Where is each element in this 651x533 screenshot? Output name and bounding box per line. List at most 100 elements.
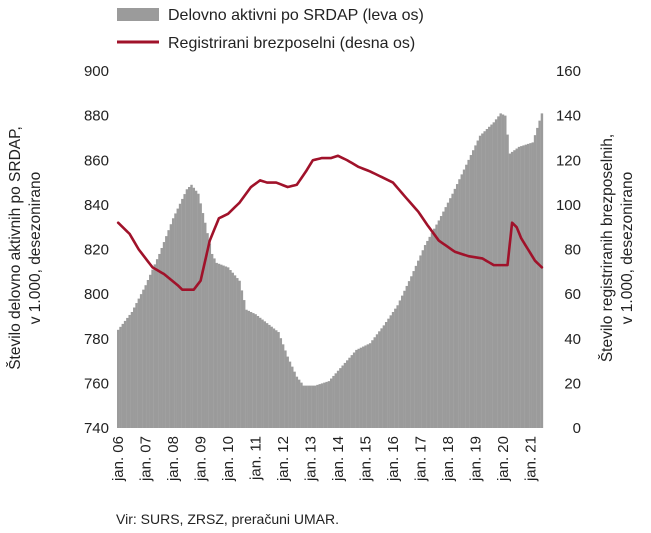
bar xyxy=(439,216,443,428)
bar xyxy=(442,211,445,428)
bar xyxy=(133,307,136,428)
bar xyxy=(206,233,209,428)
bar xyxy=(526,143,530,428)
bar xyxy=(426,240,429,428)
bar xyxy=(126,317,129,428)
bar xyxy=(350,355,354,428)
bar xyxy=(428,236,431,428)
x-tick-label: jan. 07 xyxy=(138,436,155,482)
x-tick-label: jan. 15 xyxy=(358,436,375,482)
bar xyxy=(297,379,301,428)
bar xyxy=(460,174,463,428)
bar xyxy=(119,326,122,428)
source-note: Vir: SURS, ZRSZ, preračuni UMAR. xyxy=(116,511,339,527)
bar xyxy=(332,375,335,428)
bar xyxy=(407,281,411,428)
bar xyxy=(417,260,420,428)
bar xyxy=(199,203,202,428)
bar xyxy=(515,148,518,429)
bar xyxy=(155,259,159,428)
bar xyxy=(513,150,516,428)
x-tick-label: jan. 09 xyxy=(193,436,210,482)
bar xyxy=(162,242,166,428)
bar xyxy=(149,274,152,428)
bar xyxy=(261,319,264,428)
bar xyxy=(135,303,138,428)
bar xyxy=(380,328,383,428)
bar xyxy=(215,262,218,428)
bar xyxy=(446,202,450,428)
bar xyxy=(517,146,521,429)
bar xyxy=(252,313,255,428)
x-tick-label: jan. 16 xyxy=(385,436,402,482)
bar xyxy=(284,350,287,428)
bar xyxy=(336,370,340,428)
bar xyxy=(318,384,321,428)
legend-line-label: Registrirani brezposelni (desna os) xyxy=(168,35,415,52)
bar xyxy=(478,135,482,428)
bar xyxy=(506,134,509,428)
bar xyxy=(231,272,234,428)
x-tick-label: jan. 10 xyxy=(220,436,237,482)
bar xyxy=(334,373,338,428)
bar xyxy=(352,352,356,428)
bar xyxy=(387,318,390,428)
bar xyxy=(247,310,250,428)
bar xyxy=(213,258,216,428)
bar xyxy=(176,208,179,428)
bar xyxy=(410,276,413,428)
bar xyxy=(414,265,418,428)
legend-bars-label: Delovno aktivni po SRDAP (leva os) xyxy=(168,7,424,24)
bar xyxy=(430,232,434,428)
bar xyxy=(277,332,280,428)
bar xyxy=(330,378,333,428)
x-tick-label: jan. 08 xyxy=(165,436,182,482)
bar xyxy=(188,187,191,428)
left-tick-label: 800 xyxy=(84,286,109,303)
bar xyxy=(433,228,436,428)
bar xyxy=(165,236,168,428)
left-tick-label: 840 xyxy=(84,197,109,214)
bar xyxy=(472,150,475,428)
bar xyxy=(499,113,502,428)
bar xyxy=(355,349,358,428)
bar xyxy=(307,385,310,428)
bar xyxy=(144,285,147,428)
left-axis-ticks: 900 880 860 840 820 800 780 760 740 xyxy=(84,63,109,437)
bar xyxy=(343,362,347,428)
bar xyxy=(394,308,397,428)
bar xyxy=(130,311,134,428)
bar xyxy=(311,385,315,428)
bar xyxy=(183,194,186,428)
right-tick-label: 40 xyxy=(564,331,581,348)
x-tick-label: jan. 20 xyxy=(495,436,512,482)
bar xyxy=(217,263,221,428)
left-axis-title-line1: Število delovno aktivnih po SRDAP, xyxy=(7,126,24,370)
bar xyxy=(249,311,253,428)
bar xyxy=(458,179,461,428)
bar xyxy=(398,300,402,428)
bar xyxy=(341,365,344,428)
bar xyxy=(160,248,163,428)
bar xyxy=(476,140,480,429)
bar xyxy=(453,188,457,428)
bar-series-delovno-aktivni xyxy=(117,113,544,429)
bar xyxy=(401,295,404,428)
left-axis-title-line2: v 1.000, desezonirano xyxy=(27,172,44,325)
bar xyxy=(421,250,425,428)
bar xyxy=(524,144,528,428)
bar xyxy=(497,116,500,429)
bar xyxy=(171,218,175,428)
right-axis-title-line1: Število registriranih brezposelnih, xyxy=(599,134,616,362)
right-axis-ticks: 160 140 120 100 80 60 40 20 0 xyxy=(556,63,581,437)
bar xyxy=(419,255,422,428)
bar xyxy=(268,324,271,428)
bar xyxy=(339,368,342,428)
right-axis-title: Število registriranih brezposelnih, v 1.… xyxy=(599,134,636,362)
bar xyxy=(185,189,189,428)
bar xyxy=(474,145,477,428)
right-tick-label: 120 xyxy=(556,152,581,169)
bar xyxy=(300,382,303,428)
bar xyxy=(412,271,415,428)
